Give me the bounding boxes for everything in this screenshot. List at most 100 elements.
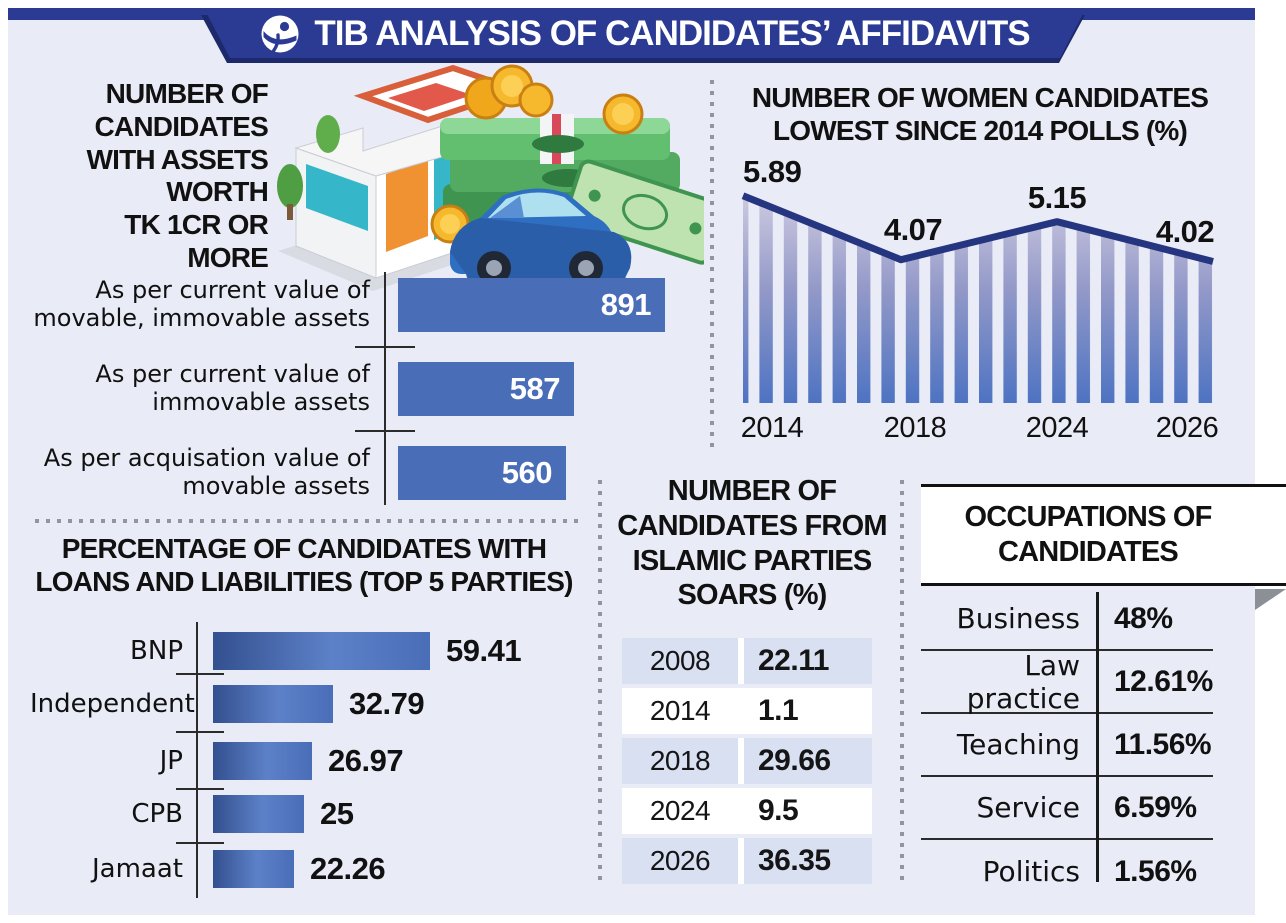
car-illustration <box>450 188 632 285</box>
ribbon-fold-triangle <box>1255 589 1286 610</box>
table-row: 2018 29.66 <box>622 738 872 784</box>
share-cell: 6.59% <box>1114 790 1197 824</box>
year-cell: 2014 <box>622 688 738 734</box>
loans-bar-value: 22.26 <box>310 851 386 886</box>
table-row: 2014 1.1 <box>622 688 872 734</box>
axis-tick <box>176 842 224 844</box>
loans-chart-title: PERCENTAGE OF CANDIDATES WITH LOANS AND … <box>35 533 573 597</box>
point-value-label: 5.89 <box>743 154 802 189</box>
loans-bar <box>213 685 333 723</box>
loans-bar-row: JP 26.97 <box>30 741 404 781</box>
assets-bar-label: As per current value of immovable assets <box>95 360 370 416</box>
transparency-international-globe-icon <box>260 14 300 54</box>
table-row: 2024 9.5 <box>622 788 872 834</box>
loans-bar-value: 59.41 <box>446 633 522 668</box>
loans-bar <box>213 850 294 888</box>
occupation-cell: Politics <box>982 855 1080 888</box>
assets-bar-value: 560 <box>501 455 553 490</box>
dotted-divider-vertical <box>900 480 904 884</box>
share-cell: 48% <box>1114 601 1173 635</box>
value-cell: 22.11 <box>744 638 872 684</box>
axis-tick <box>176 788 224 790</box>
point-value-label: 4.07 <box>884 212 942 247</box>
loans-bar <box>213 742 312 780</box>
table-row: Business 48% <box>921 588 1213 651</box>
assets-bar-row: As per current value of immovable assets… <box>30 360 574 417</box>
loans-bar-label: BNP <box>130 636 183 666</box>
women-line-chart: 5.89 4.07 5.15 4.02 2014 2018 2024 2026 <box>735 150 1223 450</box>
share-cell: 11.56% <box>1114 727 1212 761</box>
loans-bar-value: 25 <box>320 796 354 831</box>
loans-bar-label: Independent <box>30 689 195 719</box>
loans-bar <box>213 632 430 670</box>
loans-axis-line <box>196 622 198 898</box>
occupation-cell: Service <box>976 791 1080 824</box>
occupations-divider-line <box>1096 592 1099 882</box>
loans-bar-value: 32.79 <box>349 686 425 721</box>
assets-chart-title: NUMBER OF CANDIDATES WITH ASSETS WORTH T… <box>86 78 269 273</box>
assets-bar-row: As per acquisation value of movable asse… <box>30 444 566 501</box>
occupations-table: Business 48% Law practice 12.61% Teaching 11.… <box>921 588 1213 903</box>
table-row: Teaching 11.56% <box>921 714 1213 777</box>
value-cell: 36.35 <box>744 838 872 884</box>
dotted-divider-horizontal <box>35 519 578 523</box>
trend-line <box>741 192 1214 265</box>
loans-bar-row: CPB 25 <box>30 794 354 834</box>
loans-bar <box>213 795 304 833</box>
table-row: 2008 22.11 <box>622 638 872 684</box>
assets-bar-value: 891 <box>600 287 652 322</box>
dotted-divider-vertical <box>710 80 714 448</box>
cell-gap <box>738 788 744 834</box>
occupation-cell: Law practice <box>966 648 1080 715</box>
house-illustration <box>277 64 528 291</box>
assets-axis-line <box>384 272 386 505</box>
year-cell: 2026 <box>622 838 738 884</box>
point-value-label: 4.02 <box>1156 214 1214 249</box>
x-axis-label: 2014 <box>741 412 804 444</box>
assets-bar-label: As per current value of movable, immovab… <box>33 276 370 332</box>
point-value-label: 5.15 <box>1028 180 1087 215</box>
assets-bar-row: As per current value of movable, immovab… <box>30 276 665 333</box>
table-row: Service 6.59% <box>921 777 1213 840</box>
banknote-illustration <box>564 159 704 265</box>
cell-gap <box>738 838 744 884</box>
axis-tick <box>355 346 415 348</box>
table-row: Law practice 12.61% <box>921 648 1213 715</box>
x-axis-label: 2024 <box>1026 412 1089 444</box>
axis-tick <box>176 731 224 733</box>
loans-bar-row: Independent 32.79 <box>30 684 425 724</box>
assets-bar-value: 587 <box>509 371 561 406</box>
occupations-title-band: OCCUPATIONS OF CANDIDATES <box>921 484 1286 586</box>
page-title: TIB ANALYSIS OF CANDIDATES’ AFFIDAVITS <box>314 14 1030 53</box>
loans-bar-row: Jamaat 22.26 <box>30 849 386 889</box>
value-cell: 9.5 <box>744 788 872 834</box>
cell-gap <box>738 738 744 784</box>
loans-bar-label: CPB <box>131 799 183 829</box>
assets-bar: 891 <box>398 278 665 332</box>
loans-bar-row: BNP 59.41 <box>30 631 522 671</box>
value-cell: 1.1 <box>744 688 872 734</box>
occupation-cell: Teaching <box>956 728 1080 761</box>
x-axis-label: 2026 <box>1156 412 1219 444</box>
assets-bar-label: As per acquisation value of movable asse… <box>43 444 370 500</box>
assets-illustration <box>277 64 704 291</box>
cell-gap <box>738 638 744 684</box>
share-cell: 1.56% <box>1114 854 1197 888</box>
loans-bar-label: JP <box>159 746 183 776</box>
assets-bar: 587 <box>398 362 574 416</box>
women-chart-title: NUMBER OF WOMEN CANDIDATES LOWEST SINCE … <box>751 82 1209 146</box>
share-cell: 12.61% <box>1114 664 1213 698</box>
occupations-title: OCCUPATIONS OF CANDIDATES <box>964 501 1212 568</box>
islamic-parties-table: 2008 22.11 2014 1.1 2018 29.66 2024 9.5 2026 36.3… <box>622 638 872 888</box>
occupation-cell: Business <box>956 602 1080 635</box>
loans-bar-value: 26.97 <box>328 743 404 778</box>
year-cell: 2008 <box>622 638 738 684</box>
assets-bar: 560 <box>398 446 566 500</box>
year-cell: 2024 <box>622 788 738 834</box>
gold-coins-illustration <box>430 64 644 244</box>
table-row: Politics 1.56% <box>921 840 1213 903</box>
value-cell: 29.66 <box>744 738 872 784</box>
axis-tick <box>176 673 224 675</box>
loans-bar-label: Jamaat <box>92 854 183 884</box>
